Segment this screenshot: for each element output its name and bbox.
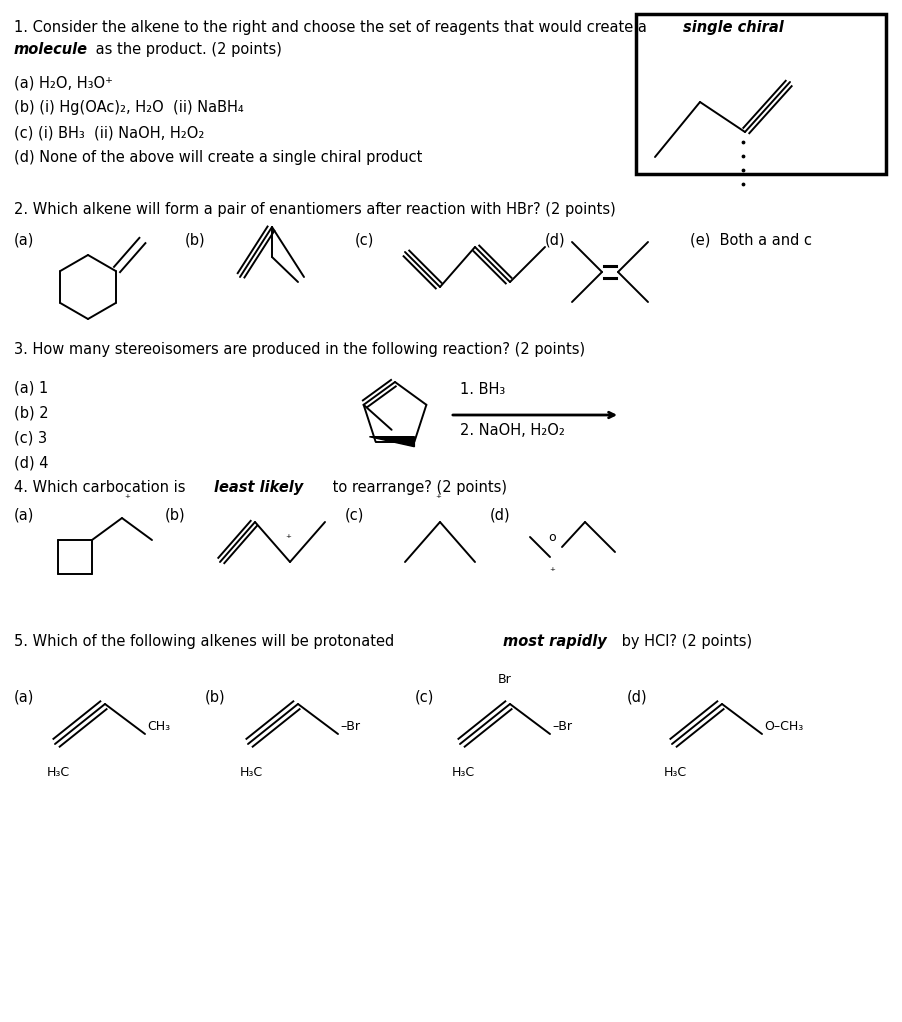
Text: (c) 3: (c) 3 xyxy=(14,430,47,445)
Text: 1. Consider the alkene to the right and choose the set of reagents that would cr: 1. Consider the alkene to the right and … xyxy=(14,20,651,35)
Text: (a) H₂O, H₃O⁺: (a) H₂O, H₃O⁺ xyxy=(14,75,113,90)
Text: (a): (a) xyxy=(14,507,34,522)
Text: ⁺: ⁺ xyxy=(435,494,441,504)
Text: least likely: least likely xyxy=(214,480,303,495)
Text: (c): (c) xyxy=(415,689,435,704)
Text: –Br: –Br xyxy=(552,719,572,733)
Text: (b) (i) Hg(OAc)₂, H₂O  (ii) NaBH₄: (b) (i) Hg(OAc)₂, H₂O (ii) NaBH₄ xyxy=(14,100,244,115)
Text: single chiral: single chiral xyxy=(683,20,784,35)
Text: (a): (a) xyxy=(14,232,34,247)
Text: H₃C: H₃C xyxy=(452,766,475,779)
Text: Br: Br xyxy=(498,673,511,686)
Text: ⁺: ⁺ xyxy=(549,567,555,577)
Text: molecule: molecule xyxy=(14,42,88,57)
Text: CH₃: CH₃ xyxy=(147,719,170,733)
Text: (e)  Both a and c: (e) Both a and c xyxy=(690,232,812,247)
Text: by HCl? (2 points): by HCl? (2 points) xyxy=(617,634,752,649)
Text: (c): (c) xyxy=(345,507,364,522)
Text: (b): (b) xyxy=(165,507,186,522)
Text: H₃C: H₃C xyxy=(240,766,263,779)
Text: (b): (b) xyxy=(185,232,206,247)
Text: H₃C: H₃C xyxy=(47,766,70,779)
Text: (a) 1: (a) 1 xyxy=(14,380,48,394)
Text: to rearrange? (2 points): to rearrange? (2 points) xyxy=(328,480,507,495)
Text: (b): (b) xyxy=(205,689,226,704)
Text: 4. Which carbocation is: 4. Which carbocation is xyxy=(14,480,190,495)
Text: (a): (a) xyxy=(14,689,34,704)
Text: as the product. (2 points): as the product. (2 points) xyxy=(91,42,281,57)
Text: H₃C: H₃C xyxy=(664,766,687,779)
Text: (b) 2: (b) 2 xyxy=(14,405,49,420)
Text: o: o xyxy=(548,530,556,544)
Text: 1. BH₃: 1. BH₃ xyxy=(460,382,505,397)
Text: (c): (c) xyxy=(355,232,374,247)
Bar xyxy=(636,14,886,174)
Text: 2. NaOH, H₂O₂: 2. NaOH, H₂O₂ xyxy=(460,423,565,438)
Text: ⁺: ⁺ xyxy=(285,535,290,544)
Text: 3. How many stereoisomers are produced in the following reaction? (2 points): 3. How many stereoisomers are produced i… xyxy=(14,342,585,357)
Text: 5. Which of the following alkenes will be protonated: 5. Which of the following alkenes will b… xyxy=(14,634,399,649)
Text: (d): (d) xyxy=(627,689,648,704)
Text: (d) None of the above will create a single chiral product: (d) None of the above will create a sing… xyxy=(14,150,422,165)
Text: (c) (i) BH₃  (ii) NaOH, H₂O₂: (c) (i) BH₃ (ii) NaOH, H₂O₂ xyxy=(14,125,205,140)
Text: –Br: –Br xyxy=(340,719,360,733)
Text: (d) 4: (d) 4 xyxy=(14,455,49,470)
Text: most rapidly: most rapidly xyxy=(503,634,607,649)
Text: (d): (d) xyxy=(545,232,566,247)
Text: 2. Which alkene will form a pair of enantiomers after reaction with HBr? (2 poin: 2. Which alkene will form a pair of enan… xyxy=(14,202,616,217)
Text: ⁺: ⁺ xyxy=(124,494,130,504)
Text: (d): (d) xyxy=(490,507,511,522)
Text: O–CH₃: O–CH₃ xyxy=(764,719,804,733)
Polygon shape xyxy=(370,436,414,447)
